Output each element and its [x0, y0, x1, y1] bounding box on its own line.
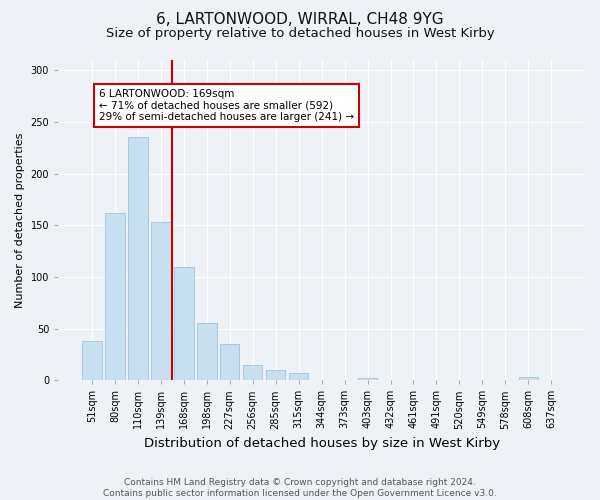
Text: 6 LARTONWOOD: 169sqm
← 71% of detached houses are smaller (592)
29% of semi-deta: 6 LARTONWOOD: 169sqm ← 71% of detached h… — [99, 89, 354, 122]
Text: Size of property relative to detached houses in West Kirby: Size of property relative to detached ho… — [106, 28, 494, 40]
Bar — [266, 370, 286, 380]
Bar — [197, 324, 217, 380]
Text: 6, LARTONWOOD, WIRRAL, CH48 9YG: 6, LARTONWOOD, WIRRAL, CH48 9YG — [156, 12, 444, 28]
Bar — [82, 341, 101, 380]
Bar — [174, 266, 194, 380]
Text: Contains HM Land Registry data © Crown copyright and database right 2024.
Contai: Contains HM Land Registry data © Crown c… — [103, 478, 497, 498]
Bar — [220, 344, 239, 380]
Bar — [518, 377, 538, 380]
Bar — [105, 213, 125, 380]
Bar — [243, 364, 262, 380]
Bar — [151, 222, 170, 380]
X-axis label: Distribution of detached houses by size in West Kirby: Distribution of detached houses by size … — [143, 437, 500, 450]
Bar — [128, 138, 148, 380]
Bar — [289, 373, 308, 380]
Y-axis label: Number of detached properties: Number of detached properties — [15, 132, 25, 308]
Bar — [358, 378, 377, 380]
